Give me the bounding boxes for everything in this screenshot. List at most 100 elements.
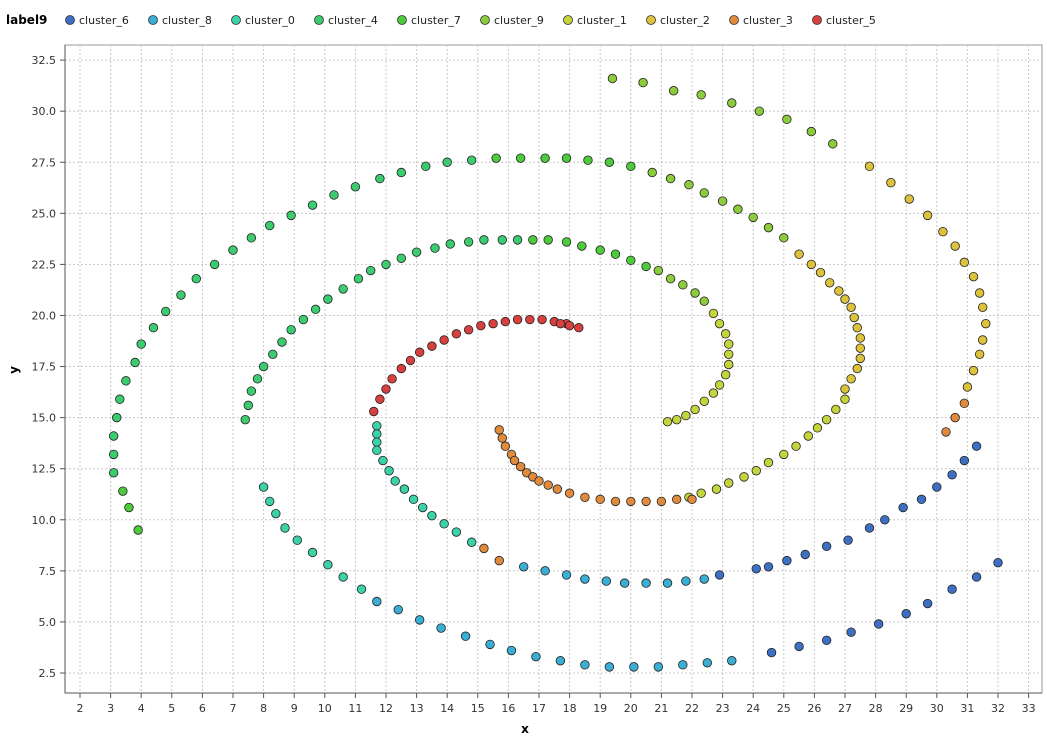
point-cluster_4 <box>463 237 474 247</box>
x-tick-label: 8 <box>260 702 267 715</box>
point-cluster_2 <box>806 259 817 270</box>
point-cluster_8 <box>485 639 495 650</box>
point-cluster_4 <box>160 306 171 317</box>
y-tick-label: 22.5 <box>32 258 57 271</box>
point-cluster_1 <box>720 329 731 339</box>
x-tick-label: 7 <box>230 702 237 715</box>
point-cluster_2 <box>840 294 850 304</box>
x-tick-label: 6 <box>199 702 206 715</box>
point-cluster_0 <box>356 584 367 594</box>
point-cluster_0 <box>372 421 382 431</box>
point-cluster_1 <box>724 349 734 359</box>
point-cluster_1 <box>662 417 673 427</box>
point-cluster_4 <box>243 400 254 411</box>
point-cluster_1 <box>681 410 691 421</box>
x-tick-label: 19 <box>593 702 607 715</box>
point-cluster_5 <box>476 320 486 331</box>
point-cluster_9 <box>782 114 792 125</box>
x-tick-label: 15 <box>471 702 485 715</box>
x-tick-label: 20 <box>624 702 638 715</box>
point-cluster_3 <box>497 433 507 443</box>
point-cluster_0 <box>265 496 275 507</box>
point-cluster_5 <box>574 323 584 333</box>
point-cluster_5 <box>375 394 385 404</box>
x-tick-label: 3 <box>107 702 114 715</box>
y-tick-label: 10.0 <box>32 514 57 527</box>
point-cluster_3 <box>552 484 563 494</box>
point-cluster_8 <box>393 604 403 615</box>
grid <box>65 45 1042 693</box>
point-cluster_4 <box>323 294 333 304</box>
point-cluster_1 <box>831 404 841 415</box>
point-cluster_7 <box>595 245 605 255</box>
point-cluster_5 <box>414 347 425 357</box>
point-cluster_9 <box>665 274 676 284</box>
point-cluster_6 <box>947 470 957 480</box>
point-cluster_9 <box>748 212 758 223</box>
point-cluster_6 <box>763 562 774 572</box>
point-cluster_4 <box>268 349 278 359</box>
point-cluster_7 <box>124 502 134 513</box>
point-cluster_2 <box>855 343 866 353</box>
data-points <box>108 73 1003 672</box>
point-cluster_9 <box>727 98 737 108</box>
point-cluster_4 <box>108 431 119 441</box>
point-cluster_8 <box>641 578 651 588</box>
point-cluster_7 <box>583 155 593 165</box>
point-cluster_8 <box>629 662 639 672</box>
point-cluster_1 <box>812 423 823 433</box>
point-cluster_3 <box>534 476 544 486</box>
legend-marker-cluster_7 <box>397 15 407 25</box>
point-cluster_2 <box>855 333 866 343</box>
point-cluster_5 <box>451 329 462 339</box>
point-cluster_8 <box>372 596 382 607</box>
point-cluster_4 <box>108 468 119 478</box>
point-cluster_2 <box>852 323 862 333</box>
y-tick-label: 27.5 <box>32 156 57 169</box>
legend-label-cluster_1: cluster_1 <box>577 14 627 27</box>
y-tick-label: 7.5 <box>39 565 57 578</box>
point-cluster_0 <box>372 437 382 447</box>
point-cluster_1 <box>672 414 682 425</box>
y-axis-label: y <box>7 366 21 374</box>
point-cluster_2 <box>864 161 875 172</box>
point-cluster_1 <box>724 339 734 349</box>
point-cluster_1 <box>763 457 774 468</box>
point-cluster_4 <box>115 394 125 404</box>
point-cluster_4 <box>512 235 523 245</box>
legend-marker-cluster_6 <box>65 15 75 25</box>
point-cluster_8 <box>531 651 541 662</box>
x-tick-label: 21 <box>654 702 668 715</box>
point-cluster_8 <box>414 615 425 625</box>
x-tick-label: 24 <box>746 702 760 715</box>
point-cluster_0 <box>384 466 394 476</box>
point-cluster_6 <box>873 619 884 629</box>
x-tick-label: 31 <box>960 702 974 715</box>
point-cluster_4 <box>246 386 257 396</box>
point-cluster_9 <box>699 296 709 306</box>
point-cluster_3 <box>543 480 553 490</box>
point-cluster_7 <box>604 157 615 167</box>
point-cluster_1 <box>696 488 706 498</box>
point-cluster_4 <box>396 253 407 263</box>
point-cluster_2 <box>794 249 804 259</box>
point-cluster_8 <box>653 662 664 672</box>
point-cluster_0 <box>280 523 290 533</box>
point-cluster_1 <box>724 478 734 488</box>
point-cluster_4 <box>466 155 477 165</box>
point-cluster_8 <box>519 562 529 572</box>
point-cluster_1 <box>739 472 749 482</box>
point-cluster_0 <box>439 519 449 529</box>
point-cluster_4 <box>310 304 321 315</box>
point-cluster_6 <box>971 572 982 582</box>
point-cluster_6 <box>916 494 927 505</box>
x-tick-label: 27 <box>838 702 852 715</box>
point-cluster_4 <box>176 290 186 300</box>
point-cluster_3 <box>515 461 526 472</box>
point-cluster_9 <box>678 280 688 290</box>
point-cluster_9 <box>696 90 706 100</box>
point-cluster_4 <box>375 173 385 184</box>
x-tick-label: 32 <box>991 702 1005 715</box>
legend-marker-cluster_3 <box>729 15 739 25</box>
point-cluster_5 <box>427 341 437 351</box>
